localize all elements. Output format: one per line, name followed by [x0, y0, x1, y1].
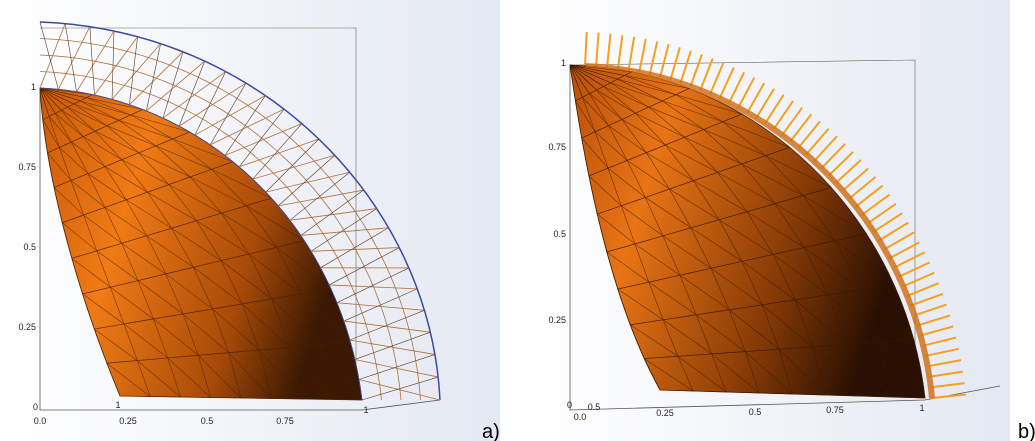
- axis-tick-label: 0.5: [23, 242, 36, 252]
- axis-tick-label: 0.0: [574, 412, 587, 422]
- axis-tick-label: 0: [567, 400, 572, 410]
- axis-tick-label: 1: [363, 405, 368, 415]
- axis-tick-label: 1: [919, 403, 924, 413]
- figure: 10.750.50.2500.010.250.50.751a)10.750.50…: [0, 0, 1035, 441]
- panel-label: b): [1018, 421, 1035, 441]
- axis-tick-label: 0.5: [588, 402, 601, 412]
- axis-tick-label: 0.25: [548, 315, 566, 325]
- axis-tick-label: 0.5: [553, 229, 566, 239]
- axis-tick-label: 1: [561, 58, 566, 68]
- axis-tick-label: 0.75: [18, 162, 36, 172]
- axis-tick-label: 0.5: [749, 407, 762, 417]
- axis-tick-label: 0.75: [276, 416, 294, 426]
- axis-tick-label: 0.25: [656, 408, 674, 418]
- axis-tick-label: 1: [31, 82, 36, 92]
- panel-label: a): [482, 421, 500, 441]
- axis-tick-label: 0.75: [548, 142, 566, 152]
- axis-tick-label: 1: [115, 400, 120, 410]
- axis-tick-label: 0: [33, 402, 38, 412]
- axis-tick-label: 0.25: [18, 322, 36, 332]
- axis-tick-label: 0.5: [201, 416, 214, 426]
- axis-tick-label: 0.75: [826, 405, 844, 415]
- axis-tick-label: 0.0: [34, 416, 47, 426]
- axis-tick-label: 0.25: [119, 416, 137, 426]
